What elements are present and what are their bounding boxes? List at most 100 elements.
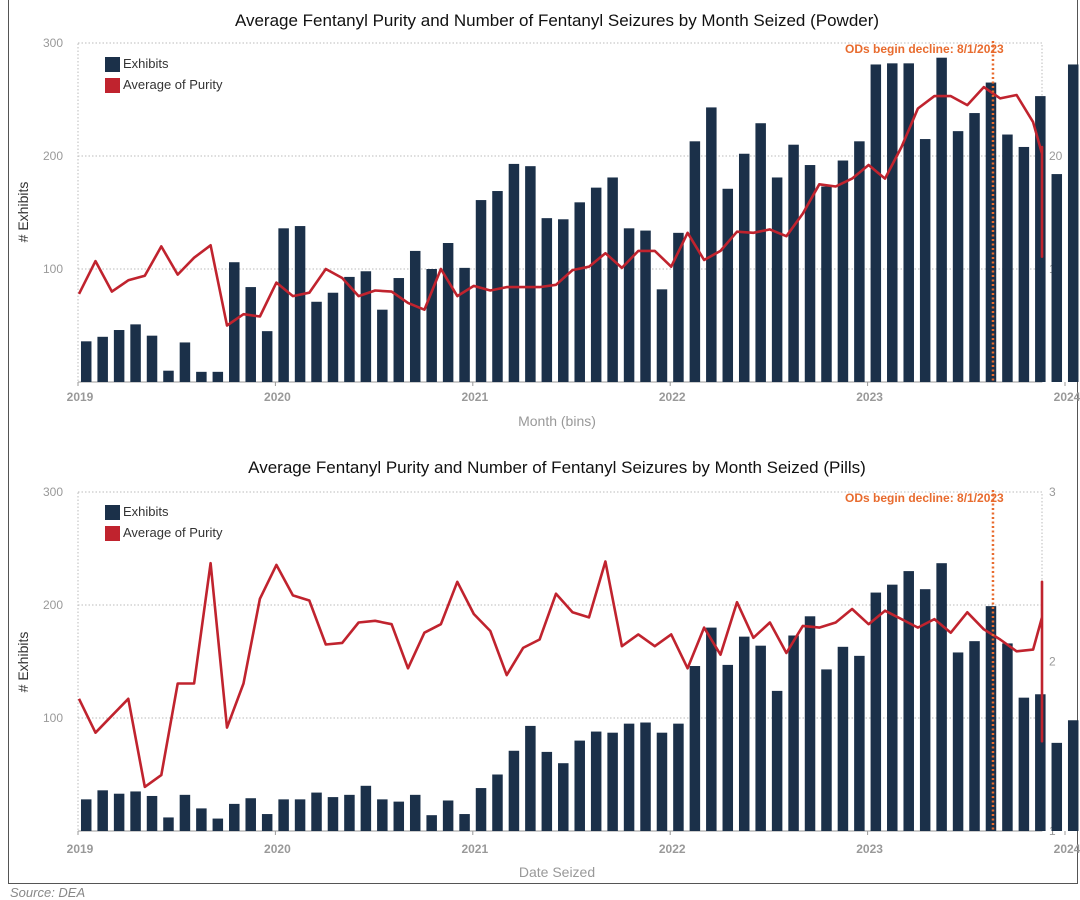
exhibits-bar-powder [377, 309, 388, 382]
exhibits-bar-pills [113, 793, 125, 831]
chart-title-pills: Average Fentanyl Purity and Number of Fe… [248, 458, 866, 477]
y-axis-label-pills: # Exhibits [15, 632, 31, 693]
legend-exhibits-swatch-pills [105, 505, 120, 520]
exhibits-bar-pills [574, 740, 585, 831]
legend-purity-label-pills: Average of Purity [123, 525, 223, 540]
exhibits-bar-pills [985, 606, 997, 831]
x-tick-label-powder: 2020 [264, 390, 291, 404]
x-tick-label-pills: 2022 [659, 842, 686, 856]
exhibits-bar-powder [985, 82, 997, 383]
exhibits-bar-powder [541, 218, 553, 382]
exhibits-bar-powder [870, 64, 882, 382]
exhibits-bar-powder [689, 141, 701, 382]
exhibits-bar-powder [245, 287, 256, 382]
exhibits-bar-pills [377, 799, 388, 831]
exhibits-bar-pills [887, 584, 898, 831]
exhibits-bar-pills [261, 814, 273, 831]
exhibits-bar-pills [640, 722, 651, 831]
exhibits-bar-pills [969, 641, 980, 831]
exhibits-bar-powder [229, 262, 240, 382]
exhibits-bar-pills [278, 799, 289, 831]
x-axis-label-powder: Month (bins) [518, 413, 596, 429]
exhibits-bar-powder [1051, 174, 1063, 382]
exhibits-bar-powder [196, 371, 207, 382]
exhibits-bar-powder [80, 341, 92, 382]
exhibits-bar-pills [146, 795, 158, 831]
exhibits-bar-pills [607, 732, 618, 831]
exhibits-bar-pills [360, 785, 372, 831]
exhibits-bar-powder [442, 243, 454, 382]
exhibits-bar-powder [130, 324, 141, 382]
exhibits-bar-pills [804, 616, 816, 831]
exhibits-bar-pills [903, 571, 914, 831]
exhibits-bar-pills [212, 818, 224, 831]
exhibits-bar-pills [492, 774, 503, 831]
purity-line-pills [77, 560, 1044, 789]
exhibits-bar-pills [919, 589, 931, 831]
exhibits-bar-pills [936, 563, 947, 831]
exhibits-bar-pills [870, 592, 882, 831]
exhibits-bar-pills [590, 731, 602, 831]
exhibits-bar-powder [706, 107, 717, 382]
exhibits-bar-pills [409, 794, 421, 831]
exhibits-bar-pills [459, 814, 470, 831]
exhibits-bar-powder [508, 163, 520, 382]
exhibits-bar-pills [311, 792, 322, 831]
x-tick-label-pills: 2019 [67, 842, 94, 856]
exhibits-bar-powder [327, 292, 339, 382]
exhibits-bar-pills [344, 794, 355, 831]
exhibits-bar-pills [1067, 720, 1079, 831]
exhibits-bar-pills [541, 751, 553, 831]
exhibits-bar-powder [771, 177, 783, 382]
exhibits-bar-powder [574, 202, 585, 382]
exhibits-bar-powder [212, 371, 224, 382]
y-tick-label-pills: 100 [43, 711, 63, 725]
exhibits-bar-pills [558, 763, 569, 831]
exhibits-bar-powder [640, 230, 651, 382]
annotation-label-pills: ODs begin decline: 8/1/2023 [845, 491, 1004, 505]
exhibits-bar-powder [492, 191, 503, 382]
figure-frame [8, 0, 1078, 884]
x-axis-label-pills: Date Seized [519, 864, 595, 880]
exhibits-bar-powder [722, 188, 734, 382]
exhibits-bar-pills [130, 791, 141, 831]
y-tick-label-pills: 300 [43, 485, 63, 499]
legend-exhibits-swatch-powder [105, 57, 120, 72]
y-tick-label-powder: 200 [43, 149, 63, 163]
exhibits-bar-powder [163, 370, 174, 382]
exhibits-bar-powder [755, 123, 766, 382]
exhibits-bar-pills [837, 646, 849, 831]
source-note: Source: DEA [10, 885, 86, 900]
x-tick-label-pills: 2021 [461, 842, 488, 856]
exhibits-bar-pills [442, 800, 454, 831]
legend-exhibits-label-powder: Exhibits [123, 56, 169, 71]
exhibits-bar-pills [327, 797, 339, 831]
exhibits-bar-powder [344, 276, 355, 382]
y2-tick-label-pills: 2 [1049, 655, 1056, 669]
exhibits-bar-pills [623, 723, 635, 831]
exhibits-bar-pills [426, 815, 437, 831]
exhibits-bar-pills [163, 817, 174, 831]
exhibits-bar-pills [1018, 697, 1030, 831]
exhibits-bar-powder [1067, 64, 1079, 382]
exhibits-bar-powder [294, 226, 306, 382]
exhibits-bar-powder [837, 160, 849, 382]
exhibits-bar-pills [738, 636, 750, 831]
y-axis-label-powder: # Exhibits [15, 182, 31, 243]
exhibits-bar-powder [426, 269, 437, 382]
exhibits-bar-pills [952, 652, 964, 831]
x-tick-label-powder: 2023 [856, 390, 883, 404]
chart-title-powder: Average Fentanyl Purity and Number of Fe… [235, 11, 879, 30]
exhibits-bar-pills [393, 801, 405, 831]
exhibits-bar-pills [294, 799, 306, 831]
exhibits-bar-pills [508, 750, 520, 831]
exhibits-bar-pills [722, 664, 734, 831]
legend-purity-swatch-pills [105, 526, 120, 541]
exhibits-bar-powder [558, 219, 569, 382]
purity-line-powder [77, 85, 1044, 327]
exhibits-bar-powder [525, 166, 536, 382]
exhibits-bar-powder [623, 228, 635, 382]
exhibits-bar-pills [755, 645, 766, 831]
exhibits-bar-pills [771, 690, 783, 831]
